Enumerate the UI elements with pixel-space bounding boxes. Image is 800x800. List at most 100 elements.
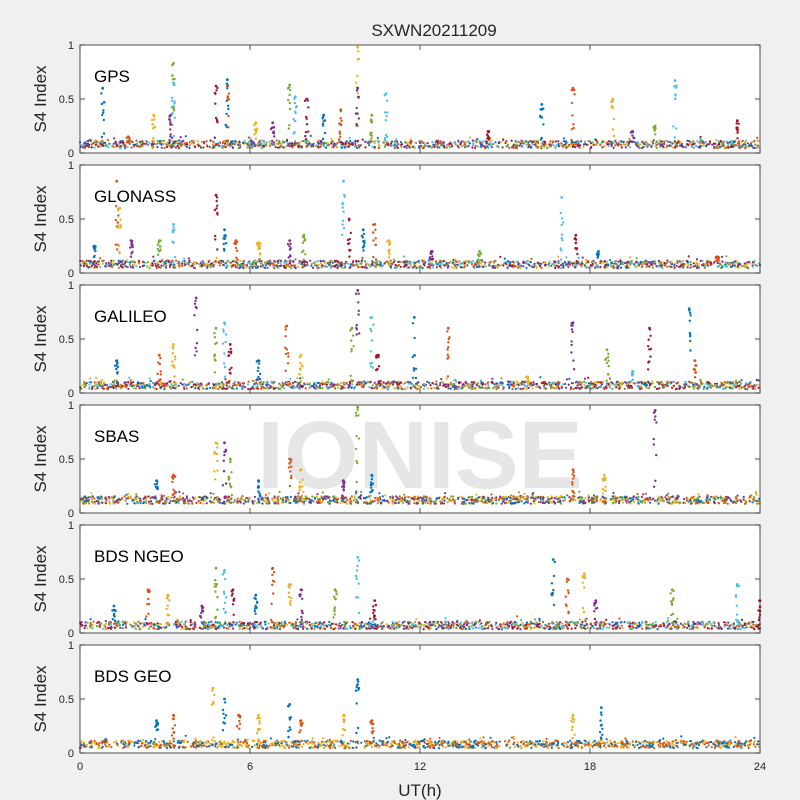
spike-point (214, 342, 217, 346)
data-point (532, 263, 535, 266)
data-point (291, 146, 294, 149)
data-point (633, 382, 636, 385)
data-point (519, 263, 522, 266)
data-point (248, 140, 251, 143)
data-point (737, 266, 740, 270)
data-point (148, 385, 152, 388)
spike-point (377, 365, 381, 368)
spike-point (213, 136, 216, 139)
data-point (231, 260, 235, 263)
data-point (312, 262, 315, 265)
data-point (268, 259, 271, 262)
data-point (699, 378, 702, 381)
data-point (458, 260, 461, 263)
data-point (557, 145, 561, 148)
data-point (570, 382, 573, 385)
data-point (90, 143, 93, 146)
data-point (728, 262, 732, 265)
data-point (88, 383, 91, 386)
data-point (525, 141, 528, 144)
data-point (509, 380, 512, 383)
spike-peak-point (223, 321, 226, 325)
data-point (264, 262, 267, 265)
data-point (224, 146, 227, 149)
data-point (593, 385, 596, 388)
data-point (464, 141, 467, 145)
data-point (117, 262, 120, 265)
data-point (697, 386, 701, 389)
data-point (548, 143, 551, 146)
data-point (652, 142, 655, 145)
spike-peak-point (257, 241, 260, 245)
data-point (361, 256, 364, 259)
data-point (392, 258, 395, 261)
data-point (757, 386, 760, 389)
data-point (584, 258, 588, 262)
spike-point (173, 255, 177, 259)
data-point (571, 264, 574, 267)
data-point (233, 383, 236, 386)
data-point (672, 141, 675, 144)
data-point (96, 383, 99, 386)
data-point (298, 385, 301, 388)
data-point (148, 267, 151, 270)
data-point (113, 262, 116, 265)
data-point (532, 266, 535, 269)
spike-point (156, 247, 159, 251)
spike-point (357, 301, 360, 304)
data-point (357, 144, 360, 147)
data-point (666, 260, 669, 263)
data-point (456, 144, 459, 147)
data-point (507, 260, 510, 263)
data-point (316, 260, 319, 263)
spike-point (370, 330, 373, 333)
data-point (231, 146, 234, 149)
data-point (278, 146, 281, 149)
spike-point (355, 122, 358, 126)
data-point (325, 383, 328, 386)
data-point (354, 140, 357, 143)
data-point (347, 145, 350, 148)
data-point (731, 142, 734, 145)
data-point (481, 260, 485, 263)
data-point (214, 387, 217, 390)
data-point (658, 382, 661, 385)
spike-point (539, 114, 542, 118)
spike-point (343, 193, 346, 197)
data-point (117, 259, 120, 262)
data-point (389, 265, 392, 268)
data-point (636, 263, 640, 266)
data-point (639, 143, 643, 146)
data-point (692, 262, 695, 265)
spike-point (171, 360, 174, 363)
data-point (303, 382, 306, 385)
data-point (530, 146, 533, 149)
spike-point (153, 118, 156, 121)
data-point (382, 141, 385, 144)
data-point (443, 499, 446, 502)
spike-point (355, 106, 358, 110)
spike-peak-point (339, 108, 343, 112)
spike-point (227, 354, 231, 357)
data-point (708, 381, 711, 384)
data-point (280, 142, 284, 145)
data-point (290, 264, 293, 267)
data-point (342, 145, 345, 148)
data-point (501, 146, 504, 149)
data-point (385, 143, 388, 146)
data-point (337, 386, 340, 389)
data-point (636, 385, 639, 388)
spike-point (350, 339, 353, 342)
data-point (635, 265, 638, 269)
spike-point (346, 238, 350, 242)
data-point (400, 145, 403, 148)
data-point (459, 387, 462, 390)
data-point (256, 142, 259, 145)
data-point (263, 142, 266, 145)
data-point (426, 265, 429, 268)
data-point (663, 140, 666, 143)
spike-peak-point (302, 233, 306, 237)
spike-point (570, 343, 573, 347)
spike-point (674, 86, 678, 89)
data-point (729, 386, 732, 390)
